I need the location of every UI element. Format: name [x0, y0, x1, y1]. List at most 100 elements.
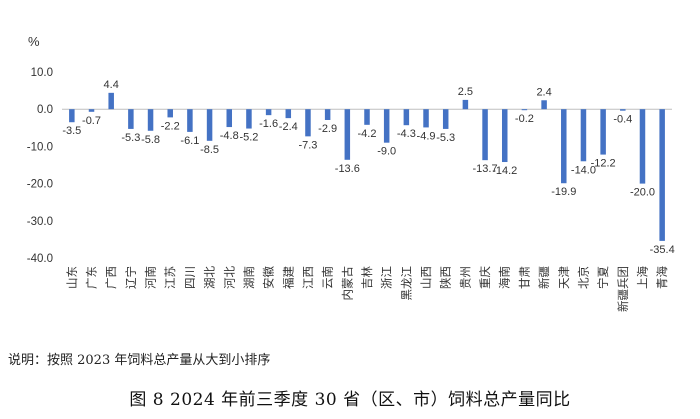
- bar: [639, 109, 646, 184]
- bar: [600, 109, 606, 155]
- y-tick-label: -20.0: [27, 179, 53, 191]
- x-category-label: 四川: [183, 266, 197, 289]
- x-category-label: 青海: [655, 266, 669, 289]
- data-label: -4.2: [358, 128, 377, 140]
- bar: [580, 109, 587, 162]
- x-category-label: 江西: [301, 266, 315, 289]
- x-category-label: 河南: [144, 266, 158, 289]
- bar: [403, 109, 410, 126]
- x-category-label: 贵州: [458, 266, 472, 289]
- data-label: -8.5: [200, 144, 219, 156]
- data-label: -2.9: [318, 123, 337, 135]
- data-label: -4.3: [397, 128, 416, 140]
- x-category-label: 天津: [557, 266, 571, 289]
- data-label: -2.4: [279, 121, 298, 133]
- bar: [344, 109, 351, 160]
- data-label: -2.2: [161, 120, 180, 132]
- y-tick-label: -40.0: [27, 253, 53, 265]
- x-axis-labels: 山东 广东 广西 辽宁 河南 江苏 四川 湖北 河北 湖南 安徽 福建 江西 云南 内蒙古 吉林 浙江 黑龙江 山西…: [65, 266, 669, 312]
- bar: [383, 109, 390, 143]
- x-category-label: 上海: [635, 266, 649, 289]
- bar: [521, 109, 528, 111]
- data-label: -14.2: [492, 165, 517, 177]
- data-label: -5.3: [436, 132, 455, 144]
- y-tick-label: 10.0: [31, 67, 53, 79]
- x-category-label: 甘肃: [517, 266, 531, 289]
- x-category-label: 新疆兵团: [616, 266, 630, 312]
- x-category-label: 湖南: [242, 266, 256, 289]
- bar: [305, 109, 311, 137]
- data-label: -12.2: [591, 158, 616, 170]
- y-axis-label: %: [28, 34, 40, 49]
- data-label: -6.1: [180, 135, 199, 147]
- bar: [187, 109, 193, 132]
- x-category-label: 宁夏: [596, 266, 610, 289]
- y-axis: 10.0 0.0 -10.0 -20.0 -30.0 -40.0: [27, 67, 672, 265]
- x-category-label: 吉林: [360, 266, 374, 289]
- x-category-label: 安徽: [262, 266, 276, 289]
- bar: [167, 109, 173, 118]
- value-labels: -3.5-0.74.4-5.3 -5.8-2.2-6.1-8.5-4.8 -5.2-…: [62, 79, 674, 256]
- bar: [501, 109, 508, 163]
- bar: [69, 109, 75, 123]
- bar-chart: % 10.0 0.0 -10.0 -20.0 -30.0 -40.0 -3.5-0.7 4.…: [27, 34, 675, 312]
- data-label: -14.0: [571, 164, 596, 176]
- data-label: -1.6: [259, 118, 278, 130]
- y-tick-label: -30.0: [27, 216, 53, 228]
- data-label: -0.2: [515, 113, 534, 125]
- figure-caption: 图 8 2024 年前三季度 30 省（区、市）饲料总产量同比: [129, 390, 571, 410]
- data-label: 2.4: [536, 86, 551, 98]
- x-category-label: 黑龙江: [399, 266, 413, 301]
- x-category-label: 江苏: [163, 266, 177, 289]
- bar: [482, 109, 488, 161]
- x-category-label: 山西: [419, 266, 433, 289]
- data-label: -13.7: [473, 163, 498, 175]
- x-category-label: 山东: [65, 266, 79, 289]
- data-label: -20.0: [630, 187, 655, 199]
- data-label: -5.2: [239, 132, 258, 144]
- y-tick-label: -10.0: [27, 141, 53, 153]
- data-label: -7.3: [298, 139, 317, 151]
- data-label: 4.4: [104, 79, 119, 91]
- data-label: -4.8: [220, 130, 239, 142]
- data-label: -19.9: [551, 186, 576, 198]
- bar: [364, 109, 370, 125]
- x-category-label: 云南: [321, 266, 335, 289]
- bar: [285, 109, 292, 119]
- x-category-label: 内蒙古: [340, 266, 354, 301]
- data-label: -4.9: [417, 130, 436, 142]
- bars: [69, 92, 665, 241]
- bar: [561, 109, 567, 184]
- x-category-label: 重庆: [478, 266, 492, 289]
- x-category-label: 北京: [576, 266, 590, 289]
- bar: [128, 109, 134, 129]
- bar: [620, 109, 626, 111]
- bar: [226, 109, 233, 128]
- bar: [265, 109, 272, 116]
- x-category-label: 河北: [222, 266, 236, 289]
- chart-note: 说明：按照 2023 年饲料总产量从大到小排序: [8, 353, 271, 368]
- bar: [324, 109, 331, 120]
- data-label: -9.0: [377, 146, 396, 158]
- bar: [88, 109, 95, 112]
- data-label: 2.5: [458, 86, 473, 98]
- bar: [462, 99, 469, 110]
- y-tick-label: 0.0: [37, 104, 53, 116]
- x-category-label: 广西: [104, 266, 118, 289]
- bar: [442, 109, 449, 129]
- bar: [206, 109, 213, 141]
- data-label: -5.3: [121, 132, 140, 144]
- x-category-label: 陕西: [439, 266, 453, 289]
- bar: [541, 100, 547, 110]
- data-label: -5.8: [141, 134, 160, 146]
- bar: [108, 92, 114, 110]
- x-category-label: 新疆: [537, 266, 551, 289]
- x-category-label: 海南: [498, 266, 512, 289]
- data-label: -13.6: [335, 163, 360, 175]
- x-category-label: 辽宁: [124, 266, 138, 289]
- data-label: -3.5: [62, 125, 81, 137]
- x-category-label: 福建: [281, 266, 295, 289]
- x-category-label: 广东: [85, 266, 99, 289]
- bar: [659, 109, 665, 241]
- data-label: -0.4: [613, 114, 632, 126]
